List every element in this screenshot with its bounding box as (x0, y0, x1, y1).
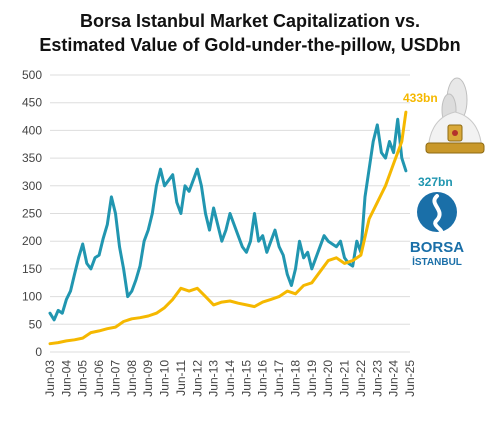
y-tick-label: 100 (22, 290, 42, 304)
y-tick-label: 50 (29, 317, 43, 331)
x-tick-labels: Jun-03 Jun-04 Jun-05 Jun-06 Jun-07 Jun-08 Jun-… (43, 360, 417, 397)
y-tick-label: 0 (35, 345, 42, 359)
logo-text-istanbul: İSTANBUL (412, 255, 462, 268)
x-tick-label: Jun-15 (239, 360, 253, 397)
market-series-line (48, 117, 408, 322)
y-tick-label: 300 (22, 179, 42, 193)
y-tick-label: 450 (22, 96, 42, 110)
x-tick-label: Jun-06 (92, 360, 106, 397)
y-tick-label: 150 (22, 262, 42, 276)
y-tick-label: 500 (22, 68, 42, 82)
x-tick-label: Jun-20 (321, 360, 335, 397)
y-tick-labels: 0 50 100 150 200 250 300 350 400 450 500 (22, 68, 42, 359)
market-end-label: 327bn (418, 175, 453, 189)
x-tick-label: Jun-14 (223, 360, 237, 397)
x-tick-label: Jun-11 (174, 360, 188, 396)
y-tick-label: 400 (22, 123, 42, 137)
x-tick-label: Jun-17 (272, 360, 286, 397)
x-tick-label: Jun-21 (338, 360, 352, 397)
x-tick-label: Jun-09 (141, 360, 155, 397)
x-tick-label: Jun-10 (158, 360, 172, 397)
x-tick-label: Jun-22 (354, 360, 368, 397)
x-tick-label: Jun-23 (370, 360, 384, 397)
borsa-istanbul-logo: BORSA İSTANBUL (410, 192, 464, 268)
grid (50, 74, 410, 353)
x-tick-label: Jun-05 (76, 360, 90, 397)
x-tick-label: Jun-04 (59, 360, 73, 397)
x-tick-label: Jun-03 (43, 360, 57, 397)
x-tick-label: Jun-16 (256, 360, 270, 397)
series-layer (48, 110, 408, 346)
x-tick-label: Jun-07 (108, 360, 122, 397)
x-tick-label: Jun-08 (125, 360, 139, 397)
x-tick-label: Jun-24 (387, 360, 401, 397)
x-tick-label: Jun-19 (305, 360, 319, 397)
ottoman-cap-icon (425, 77, 485, 154)
x-tick-label: Jun-18 (288, 360, 302, 397)
y-tick-label: 250 (22, 207, 42, 221)
gold-series-line (48, 110, 408, 346)
x-tick-label: Jun-25 (403, 360, 417, 397)
gold-end-label: 433bn (403, 91, 438, 105)
y-tick-label: 350 (22, 151, 42, 165)
x-tick-label: Jun-13 (207, 360, 221, 397)
logo-text-borsa: BORSA (410, 239, 464, 256)
chart-title-line1: Borsa Istanbul Market Capitalization vs. (79, 11, 421, 31)
y-tick-label: 200 (22, 234, 42, 248)
x-tick-label: Jun-12 (190, 360, 204, 397)
chart-title-line2: Estimated Value of Gold-under-the-pillow… (39, 35, 461, 55)
